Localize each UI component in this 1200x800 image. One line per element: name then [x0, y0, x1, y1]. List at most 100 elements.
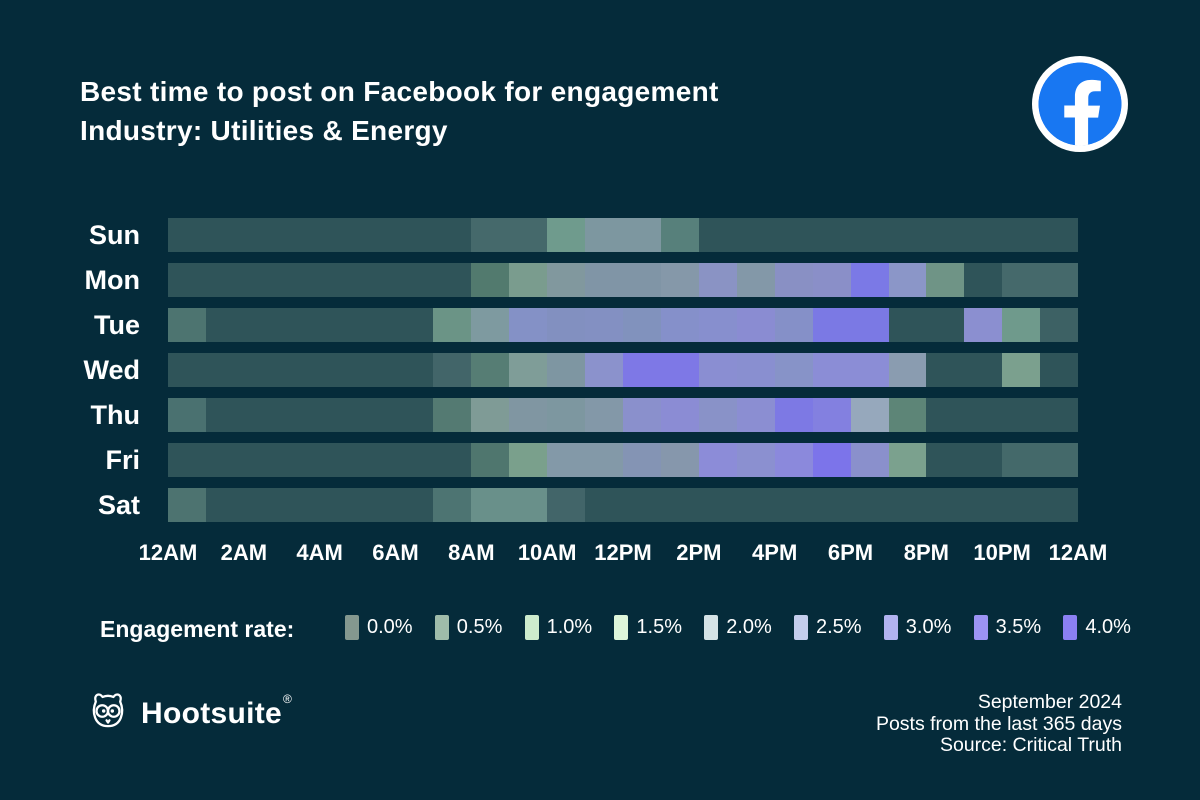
title-line-1: Best time to post on Facebook for engage… — [80, 76, 719, 107]
heatmap-cell — [660, 488, 699, 522]
heatmap-cell — [1040, 263, 1079, 297]
page-title: Best time to post on Facebook for engage… — [80, 72, 719, 150]
heatmap-cell — [774, 443, 813, 477]
heatmap-cell — [319, 353, 358, 387]
heatmap-cell — [888, 353, 927, 387]
heatmap-cell — [698, 488, 737, 522]
day-labels: Sun Mon Tue Wed Thu Fri Sat — [0, 218, 140, 522]
heatmap-cell — [357, 353, 396, 387]
heatmap-cell — [319, 488, 358, 522]
heatmap-cell — [168, 398, 206, 432]
heatmap-cell — [585, 443, 624, 477]
heatmap-cell — [547, 443, 586, 477]
day-label: Wed — [83, 355, 140, 385]
heatmap-cell — [585, 488, 624, 522]
heatmap-cell — [926, 263, 965, 297]
heatmap-cell — [1002, 488, 1041, 522]
heatmap-cell — [243, 353, 282, 387]
heatmap-cell — [698, 218, 737, 252]
heatmap-cell — [205, 353, 244, 387]
heatmap-cell — [964, 398, 1003, 432]
legend-item: 2.5% — [793, 615, 862, 640]
x-axis-label: 6PM — [827, 540, 874, 565]
day-label: Sat — [97, 490, 140, 520]
heatmap-cell — [585, 398, 624, 432]
heatmap-row — [168, 308, 1079, 342]
legend-item: 1.0% — [524, 615, 592, 640]
legend-value: 2.5% — [815, 616, 862, 638]
heatmap-cell — [168, 353, 206, 387]
heatmap-cell — [319, 218, 358, 252]
heatmap-cell — [168, 218, 206, 252]
legend-swatch — [614, 615, 629, 640]
legend-swatch — [973, 615, 988, 640]
heatmap-cell — [585, 263, 624, 297]
heatmap-cell — [395, 443, 434, 477]
x-axis-label: 4AM — [296, 540, 343, 565]
heatmap-cell — [395, 218, 434, 252]
heatmap-row — [168, 353, 1079, 387]
heatmap-cell — [850, 218, 889, 252]
heatmap-cell — [433, 263, 472, 297]
x-axis-label: 8AM — [448, 540, 495, 565]
legend-value: 0.5% — [456, 616, 503, 638]
heatmap-cell — [471, 353, 510, 387]
heatmap-cell — [1040, 218, 1079, 252]
heatmap-cell — [850, 488, 889, 522]
heatmap-cell — [698, 308, 737, 342]
heatmap-cell — [243, 443, 282, 477]
heatmap-cell — [774, 218, 813, 252]
legend-swatch — [883, 615, 898, 640]
heatmap-cell — [964, 263, 1003, 297]
heatmap-cell — [926, 353, 965, 387]
heatmap-cell — [243, 308, 282, 342]
legend-swatch — [524, 615, 539, 640]
heatmap-row — [168, 488, 1079, 522]
x-axis-label: 10PM — [973, 540, 1031, 565]
heatmap-cell — [547, 353, 586, 387]
heatmap-cell — [736, 353, 775, 387]
x-axis-label: 10AM — [517, 540, 577, 565]
title-line-2: Industry: Utilities & Energy — [80, 115, 448, 146]
footer-date: September 2024 — [977, 691, 1122, 713]
legend-swatch — [345, 615, 359, 640]
registered-mark: ® — [283, 691, 293, 706]
footer-meta: September 2024 Posts from the last 365 d… — [876, 691, 1122, 757]
legend-swatch — [1063, 615, 1078, 640]
day-label: Thu — [90, 400, 140, 430]
heatmap-cell — [319, 263, 358, 297]
heatmap-cell — [812, 443, 851, 477]
heatmap-cell — [243, 488, 282, 522]
heatmap-cell — [964, 353, 1003, 387]
heatmap-cell — [964, 308, 1003, 342]
heatmap-cell — [281, 488, 320, 522]
heatmap-cell — [281, 398, 320, 432]
heatmap-cell — [243, 263, 282, 297]
heatmap-cell — [357, 218, 396, 252]
day-label: Sun — [89, 220, 140, 250]
heatmap-cell — [812, 308, 851, 342]
heatmap-cell — [964, 443, 1003, 477]
heatmap-cell — [547, 398, 586, 432]
heatmap-cell — [509, 308, 548, 342]
heatmap-cell — [1002, 263, 1041, 297]
heatmap-cell — [433, 353, 472, 387]
heatmap-cell — [585, 308, 624, 342]
heatmap-cell — [850, 353, 889, 387]
heatmap-grid — [168, 218, 1079, 522]
heatmap-cell — [509, 398, 548, 432]
heatmap-cell — [736, 308, 775, 342]
heatmap-cell — [547, 263, 586, 297]
heatmap-cell — [357, 263, 396, 297]
heatmap-cell — [357, 488, 396, 522]
heatmap-cell — [964, 218, 1003, 252]
heatmap-cell — [660, 353, 699, 387]
legend-item: 0.0% — [345, 615, 413, 640]
heatmap-cell — [623, 488, 661, 522]
heatmap-cell — [736, 218, 775, 252]
x-axis-label: 12AM — [138, 540, 198, 565]
heatmap-cell — [395, 263, 434, 297]
heatmap-cell — [660, 308, 699, 342]
heatmap-cell — [319, 308, 358, 342]
heatmap-cell — [812, 263, 851, 297]
